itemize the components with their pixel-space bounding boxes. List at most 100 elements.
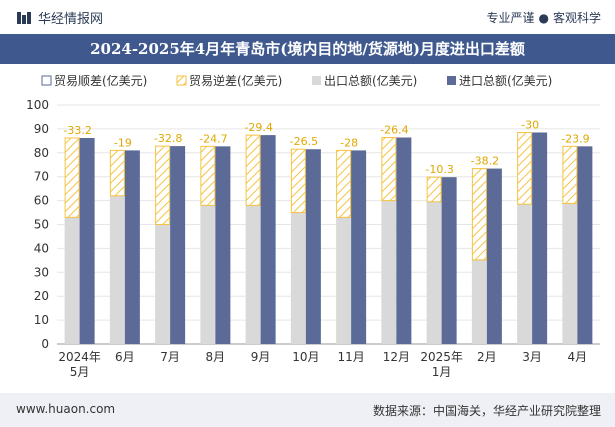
legend-item-2[interactable]: 贸易逆差(亿美元) <box>176 73 282 88</box>
import-bar <box>170 146 186 344</box>
y-tick-label: 40 <box>34 241 49 255</box>
x-tick-label: 5月 <box>70 365 90 379</box>
legend-item-4[interactable]: 进口总额(亿美元) <box>447 73 552 88</box>
deficit-bar <box>517 131 533 205</box>
legend: 贸易顺差(亿美元) 贸易逆差(亿美元) 出口总额(亿美元) 进口总额(亿美元) <box>41 73 552 88</box>
deficit-bar <box>155 145 171 225</box>
export-bar <box>290 212 306 344</box>
bars <box>64 131 593 344</box>
data-label: -23.9 <box>561 132 589 145</box>
header: 华经情报网 专业严谨 ● 客观科学 <box>0 0 615 34</box>
import-bar <box>260 135 276 344</box>
import-bar <box>79 137 95 344</box>
deficit-bar <box>381 137 397 202</box>
import-bar <box>577 146 593 344</box>
legend-swatch <box>41 75 52 86</box>
legend-item-1[interactable]: 贸易顺差(亿美元) <box>41 73 147 88</box>
legend-swatch <box>312 76 321 85</box>
data-labels: -33.2 -19 -32.8 -24.7 -29.4 -26.5 -28 -26.4 -10.… <box>63 118 589 176</box>
y-tick-label: 30 <box>34 265 49 279</box>
y-tick-label: 0 <box>41 337 49 351</box>
y-tick-label: 90 <box>34 122 49 136</box>
legend-swatch <box>176 75 187 86</box>
data-label: -33.2 <box>63 124 91 137</box>
legend-label: 贸易顺差(亿美元) <box>54 73 147 88</box>
footer-url[interactable]: www.huaon.com <box>16 402 116 416</box>
import-bar <box>351 150 367 344</box>
data-label: -38.2 <box>471 155 499 168</box>
deficit-bar <box>64 137 80 218</box>
header-tagline: 专业严谨 ● 客观科学 <box>486 9 601 26</box>
x-tick-label: 9月 <box>251 350 271 364</box>
x-tick-label: 12月 <box>383 350 410 364</box>
chart-title: 2024-2025年4月年青岛市(境内目的地/货源地)月度进出口差额 <box>90 40 525 58</box>
tagline-separator: ● <box>538 11 549 25</box>
x-tick-label: 6月 <box>115 350 135 364</box>
y-tick-label: 60 <box>34 194 49 208</box>
data-label: -30 <box>521 118 539 131</box>
deficit-bar <box>290 148 306 214</box>
y-tick-label: 80 <box>34 146 49 160</box>
x-tick-label: 1月 <box>432 365 452 379</box>
data-label: -26.5 <box>290 135 318 148</box>
data-label: -24.7 <box>199 132 227 145</box>
legend-label: 贸易逆差(亿美元) <box>189 73 282 88</box>
import-bar <box>124 150 140 344</box>
data-label: -26.4 <box>380 124 408 137</box>
deficit-bar <box>562 145 578 204</box>
export-bar <box>517 204 533 344</box>
data-label: -19 <box>114 136 132 149</box>
legend-item-3[interactable]: 出口总额(亿美元) <box>312 73 417 88</box>
export-bar <box>381 200 397 344</box>
deficit-bar <box>245 134 261 206</box>
x-tick-label: 7月 <box>160 350 180 364</box>
deficit-bar <box>109 149 125 197</box>
y-tick-label: 10 <box>34 313 49 327</box>
x-tick-label: 4月 <box>568 350 588 364</box>
export-bar <box>245 205 261 344</box>
y-tick-label: 70 <box>34 170 49 184</box>
export-bar <box>426 201 442 344</box>
x-tick-label: 8月 <box>206 350 226 364</box>
footer: www.huaon.com 数据来源：中国海关，华经产业研究院整理 <box>0 393 615 427</box>
deficit-bar <box>426 176 442 203</box>
legend-label: 出口总额(亿美元) <box>324 73 417 88</box>
x-tick-label: 2024年 <box>58 350 101 364</box>
y-tick-label: 20 <box>34 289 49 303</box>
deficit-bar <box>471 168 487 261</box>
brand-name: 华经情报网 <box>38 12 104 27</box>
title-bar: 2024-2025年4月年青岛市(境内目的地/货源地)月度进出口差额 <box>0 34 615 64</box>
brand: 华经情报网 <box>16 8 103 27</box>
legend-swatch <box>447 76 456 85</box>
import-bar <box>215 146 231 344</box>
tagline-objective: 客观科学 <box>552 11 601 25</box>
export-bar <box>200 205 216 344</box>
x-tick-label: 10月 <box>292 350 319 364</box>
data-label: -28 <box>340 136 358 149</box>
data-label: -10.3 <box>425 163 453 176</box>
x-tick-label: 2025年 <box>420 350 463 364</box>
import-bar <box>532 132 548 344</box>
tagline-professional: 专业严谨 <box>486 11 535 25</box>
export-bar <box>109 195 125 344</box>
import-bar <box>396 137 412 344</box>
legend-label: 进口总额(亿美元) <box>459 73 552 88</box>
deficit-bar <box>200 145 216 206</box>
grid <box>57 104 600 345</box>
import-bar <box>486 168 502 344</box>
export-bar <box>155 224 171 344</box>
y-axis: 0 10 20 30 40 50 60 70 80 90 100 <box>26 98 49 351</box>
data-label: -32.8 <box>154 132 182 145</box>
deficit-bar <box>336 149 352 218</box>
trade-balance-chart: 贸易顺差(亿美元) 贸易逆差(亿美元) 出口总额(亿美元) 进口总额(亿美元) 0 10… <box>26 73 600 379</box>
export-bar <box>562 203 578 344</box>
data-label: -29.4 <box>244 121 272 134</box>
footer-source: 数据来源：中国海关，华经产业研究院整理 <box>372 404 601 418</box>
huajing-logo-icon <box>17 11 31 24</box>
x-tick-label: 2月 <box>477 350 497 364</box>
x-tick-label: 3月 <box>522 350 542 364</box>
y-tick-label: 50 <box>34 218 49 232</box>
import-bar <box>305 149 321 344</box>
import-bar <box>441 177 457 344</box>
